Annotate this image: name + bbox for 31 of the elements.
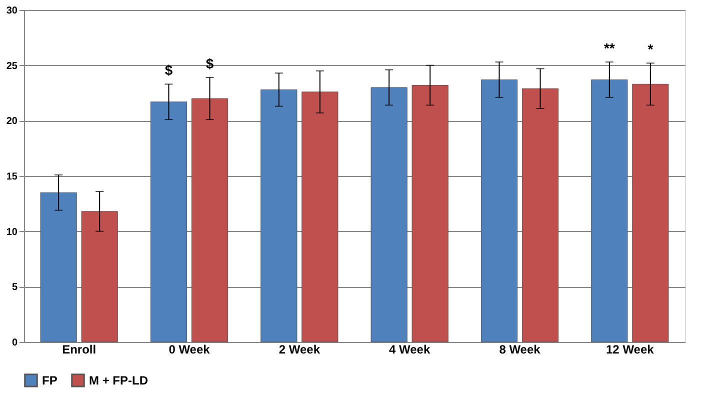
annotation: $ [164, 62, 173, 78]
bar [412, 85, 448, 342]
bar [302, 92, 338, 342]
bar [81, 211, 118, 342]
y-tick-label: 30 [6, 6, 18, 16]
bar [522, 88, 559, 342]
bar [260, 89, 298, 342]
x-tick-label: 12 Week [606, 342, 654, 356]
bar [191, 98, 228, 342]
bar [480, 79, 518, 342]
annotation: * [648, 41, 654, 58]
legend-label: FP [42, 373, 58, 388]
x-tick-label: 4 Week [389, 342, 430, 356]
bar [632, 84, 669, 342]
y-tick-label: 15 [6, 172, 18, 182]
y-tick-label: 5 [12, 282, 18, 294]
x-tick-label: 2 Week [278, 342, 320, 356]
y-tick-label: 10 [6, 226, 18, 238]
bar [370, 87, 408, 342]
y-tick-label: 25 [6, 60, 18, 72]
bar [40, 192, 77, 342]
bar [591, 79, 628, 342]
bar [150, 102, 188, 342]
x-tick-label: Enroll [62, 342, 96, 356]
y-tick-label: 0 [12, 338, 18, 348]
annotation: $ [206, 56, 214, 72]
x-tick-label: 0 Week [168, 342, 210, 356]
legend-label: M + FP-LD [89, 373, 148, 388]
annotation: ** [604, 40, 616, 56]
y-tick-label: 20 [6, 116, 18, 128]
x-tick-label: 8 Week [499, 342, 541, 356]
